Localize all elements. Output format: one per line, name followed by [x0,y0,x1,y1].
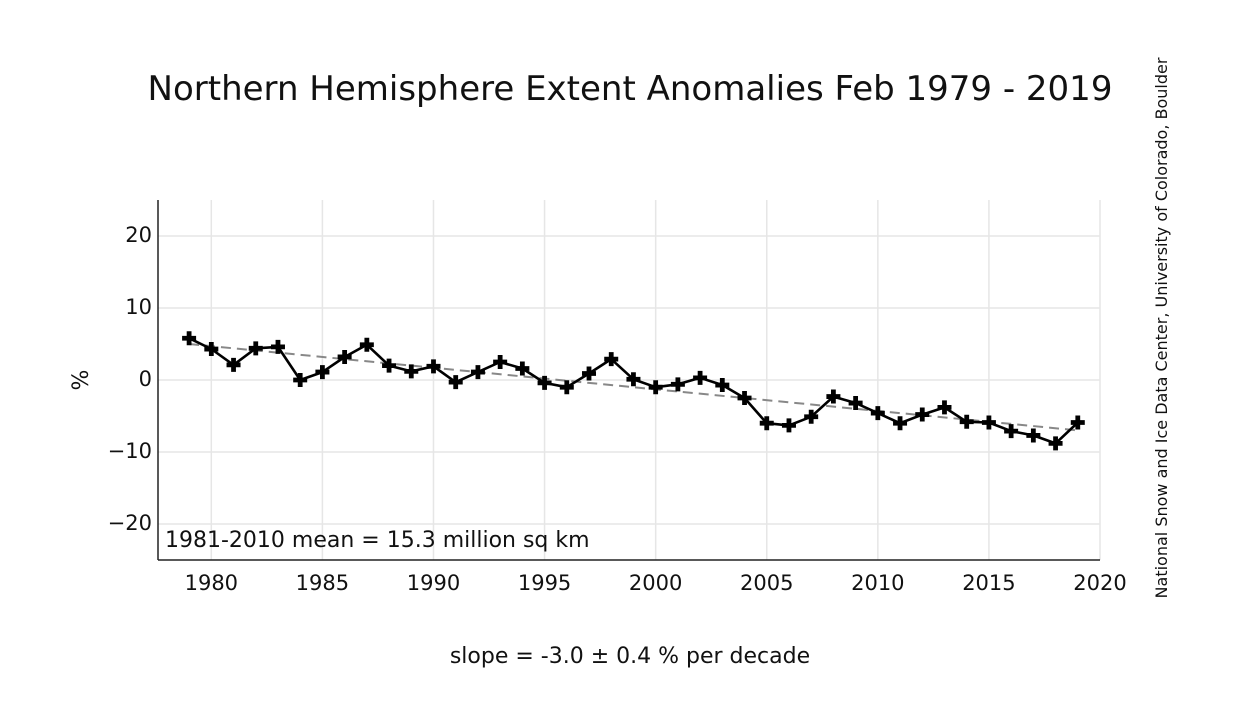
data-point [981,415,996,430]
data-point [315,365,330,380]
data-point [737,391,752,405]
data-point [426,359,441,374]
data-point [382,358,397,373]
chart-title: Northern Hemisphere Extent Anomalies Feb… [148,69,1113,109]
markers [182,331,1085,451]
data-point [848,396,863,411]
data-point [826,389,841,404]
data-point [693,370,708,385]
data-point [248,341,263,356]
data-point [715,378,730,393]
axes [157,200,1100,561]
data-point [226,357,241,372]
data-point [959,414,974,429]
data-point [337,349,352,364]
data-point [804,409,819,424]
data-point [626,372,641,387]
data-point [759,416,774,431]
credit-text: National Snow and Ice Data Center, Unive… [1152,57,1171,598]
data-point [182,331,197,346]
y-tick-label: −20 [108,511,152,535]
mean-annotation: 1981-2010 mean = 15.3 million sq km [165,528,590,553]
data-point [1026,428,1041,443]
x-tick-label: 1980 [185,571,238,595]
data-point [204,342,219,357]
y-tick-labels: 20 10 0 −10 −20 [108,223,152,535]
x-tick-labels: 1980 1985 1990 1995 2000 2005 2010 2015 2020 [185,571,1127,595]
trend-line [189,343,1078,432]
data-point [470,365,485,380]
data-point [670,377,685,392]
x-tick-label: 2020 [1073,571,1126,595]
y-tick-label: 0 [139,367,152,391]
data-point [404,364,419,379]
data-point [359,337,374,352]
data-point [648,380,663,395]
data-point [537,375,552,390]
x-axis-label: slope = -3.0 ± 0.4 % per decade [450,644,810,669]
y-axis-label: % [69,370,94,391]
x-tick-label: 2005 [740,571,793,595]
data-point [870,406,885,421]
data-point [937,400,952,415]
data-point [915,407,930,422]
y-tick-label: −10 [108,439,152,463]
data-point [293,373,308,387]
data-point [515,361,530,376]
gridlines [158,200,1101,560]
data-point [1048,436,1063,451]
data-point [1004,424,1019,439]
data-point [448,375,463,390]
data-point [270,339,285,354]
x-tick-label: 2000 [629,571,682,595]
trend-layer [189,343,1078,432]
data-point [781,418,796,433]
x-tick-label: 1985 [296,571,349,595]
data-point [493,355,508,369]
x-tick-label: 1990 [407,571,460,595]
x-tick-label: 2010 [851,571,904,595]
y-tick-label: 20 [125,223,152,247]
x-tick-label: 2015 [962,571,1015,595]
y-tick-label: 10 [125,295,152,319]
data-point [559,380,574,395]
data-point [893,416,908,431]
data-point [1070,415,1085,430]
data-point [604,352,619,367]
data-point [582,366,597,381]
x-tick-label: 1995 [518,571,571,595]
